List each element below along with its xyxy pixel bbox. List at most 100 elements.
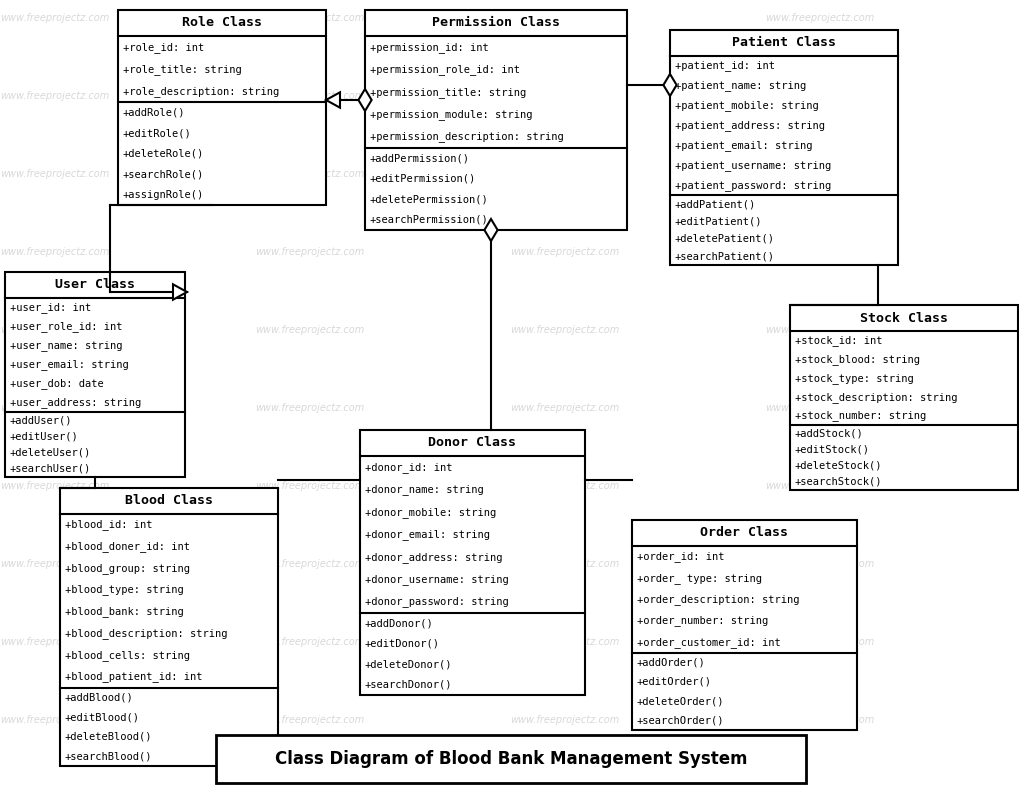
Text: +donor_email: string: +donor_email: string — [365, 529, 489, 540]
Text: www.freeprojectz.com: www.freeprojectz.com — [764, 247, 873, 257]
Text: +user_email: string: +user_email: string — [10, 359, 128, 370]
Text: +role_id: int: +role_id: int — [123, 42, 204, 52]
Text: www.freeprojectz.com: www.freeprojectz.com — [0, 715, 109, 725]
Text: +order_ type: string: +order_ type: string — [637, 573, 761, 584]
Text: www.freeprojectz.com: www.freeprojectz.com — [764, 481, 873, 491]
Text: +permission_id: int: +permission_id: int — [370, 42, 488, 53]
Text: www.freeprojectz.com: www.freeprojectz.com — [255, 247, 364, 257]
Text: www.freeprojectz.com: www.freeprojectz.com — [255, 715, 364, 725]
Polygon shape — [358, 89, 371, 111]
Text: www.freeprojectz.com: www.freeprojectz.com — [510, 559, 619, 569]
Text: +editRole(): +editRole() — [123, 128, 192, 139]
Polygon shape — [484, 219, 497, 241]
Text: +blood_patient_id: int: +blood_patient_id: int — [65, 672, 203, 683]
Text: +stock_number: string: +stock_number: string — [794, 410, 925, 421]
Bar — [632, 520, 856, 730]
Text: +donor_username: string: +donor_username: string — [365, 574, 508, 585]
Text: +permission_description: string: +permission_description: string — [370, 131, 564, 143]
Text: +order_number: string: +order_number: string — [637, 615, 767, 626]
Text: +deleteUser(): +deleteUser() — [10, 447, 91, 458]
Bar — [5, 272, 184, 477]
Text: +blood_bank: string: +blood_bank: string — [65, 607, 183, 617]
Text: www.freeprojectz.com: www.freeprojectz.com — [510, 91, 619, 101]
Text: +donor_name: string: +donor_name: string — [365, 484, 483, 495]
Bar — [60, 488, 278, 766]
Text: Role Class: Role Class — [181, 17, 262, 29]
Text: www.freeprojectz.com: www.freeprojectz.com — [510, 715, 619, 725]
Polygon shape — [326, 93, 339, 108]
Text: +addDonor(): +addDonor() — [365, 619, 433, 628]
Text: +addOrder(): +addOrder() — [637, 657, 705, 668]
Text: www.freeprojectz.com: www.freeprojectz.com — [0, 637, 109, 647]
Text: +order_description: string: +order_description: string — [637, 594, 799, 605]
Text: +patient_username: string: +patient_username: string — [675, 160, 830, 171]
Text: +blood_cells: string: +blood_cells: string — [65, 649, 190, 661]
Bar — [669, 30, 897, 265]
Text: +addPermission(): +addPermission() — [370, 154, 470, 163]
Text: www.freeprojectz.com: www.freeprojectz.com — [764, 637, 873, 647]
Text: +searchRole(): +searchRole() — [123, 169, 204, 179]
Text: +deletePermission(): +deletePermission() — [370, 194, 488, 204]
Text: +permission_role_id: int: +permission_role_id: int — [370, 64, 520, 75]
Text: www.freeprojectz.com: www.freeprojectz.com — [764, 559, 873, 569]
Text: Blood Class: Blood Class — [125, 494, 213, 508]
Bar — [118, 10, 326, 205]
Text: +donor_address: string: +donor_address: string — [365, 551, 502, 562]
Text: +blood_id: int: +blood_id: int — [65, 520, 153, 531]
Text: +role_title: string: +role_title: string — [123, 64, 242, 74]
Text: +deletePatient(): +deletePatient() — [675, 234, 774, 244]
Text: +user_dob: date: +user_dob: date — [10, 378, 104, 389]
Text: +user_address: string: +user_address: string — [10, 397, 141, 408]
Text: www.freeprojectz.com: www.freeprojectz.com — [510, 13, 619, 23]
Text: +editBlood(): +editBlood() — [65, 712, 140, 722]
Text: www.freeprojectz.com: www.freeprojectz.com — [0, 91, 109, 101]
Text: +addBlood(): +addBlood() — [65, 692, 133, 703]
Text: +user_name: string: +user_name: string — [10, 340, 122, 351]
Text: +searchPatient(): +searchPatient() — [675, 251, 774, 261]
Text: www.freeprojectz.com: www.freeprojectz.com — [255, 169, 364, 179]
Text: +order_customer_id: int: +order_customer_id: int — [637, 637, 780, 648]
Text: +permission_module: string: +permission_module: string — [370, 109, 532, 120]
Polygon shape — [662, 74, 676, 96]
Text: www.freeprojectz.com: www.freeprojectz.com — [255, 637, 364, 647]
Text: +stock_description: string: +stock_description: string — [794, 391, 957, 402]
Text: +editStock(): +editStock() — [794, 444, 869, 455]
Text: +blood_group: string: +blood_group: string — [65, 563, 190, 573]
Bar — [360, 430, 585, 695]
Text: www.freeprojectz.com: www.freeprojectz.com — [0, 13, 109, 23]
Text: +assignRole(): +assignRole() — [123, 190, 204, 200]
Text: +deleteDonor(): +deleteDonor() — [365, 659, 452, 669]
Text: +editDonor(): +editDonor() — [365, 639, 439, 649]
Text: Stock Class: Stock Class — [859, 311, 947, 325]
Text: Donor Class: Donor Class — [428, 436, 516, 450]
Text: +searchPermission(): +searchPermission() — [370, 215, 488, 225]
Text: Class Diagram of Blood Bank Management System: Class Diagram of Blood Bank Management S… — [274, 750, 747, 768]
Text: +stock_type: string: +stock_type: string — [794, 373, 913, 383]
Bar — [216, 735, 805, 783]
Bar — [790, 305, 1017, 490]
Text: www.freeprojectz.com: www.freeprojectz.com — [255, 325, 364, 335]
Text: +patient_password: string: +patient_password: string — [675, 180, 830, 191]
Text: www.freeprojectz.com: www.freeprojectz.com — [510, 169, 619, 179]
Text: +blood_description: string: +blood_description: string — [65, 628, 227, 639]
Text: www.freeprojectz.com: www.freeprojectz.com — [764, 13, 873, 23]
Text: www.freeprojectz.com: www.freeprojectz.com — [510, 481, 619, 491]
Text: www.freeprojectz.com: www.freeprojectz.com — [764, 325, 873, 335]
Text: +user_role_id: int: +user_role_id: int — [10, 321, 122, 332]
Text: +editOrder(): +editOrder() — [637, 677, 711, 687]
Text: +editUser(): +editUser() — [10, 432, 78, 441]
Text: +user_id: int: +user_id: int — [10, 302, 91, 313]
Text: +editPatient(): +editPatient() — [675, 216, 762, 227]
Text: +patient_email: string: +patient_email: string — [675, 140, 812, 151]
Text: +addRole(): +addRole() — [123, 108, 185, 118]
Text: +searchUser(): +searchUser() — [10, 464, 91, 474]
Text: www.freeprojectz.com: www.freeprojectz.com — [0, 481, 109, 491]
Text: www.freeprojectz.com: www.freeprojectz.com — [510, 325, 619, 335]
Text: +patient_mobile: string: +patient_mobile: string — [675, 101, 818, 111]
Text: +patient_name: string: +patient_name: string — [675, 81, 805, 91]
Text: Order Class: Order Class — [700, 527, 788, 539]
Text: www.freeprojectz.com: www.freeprojectz.com — [764, 715, 873, 725]
Text: www.freeprojectz.com: www.freeprojectz.com — [255, 559, 364, 569]
Text: +blood_type: string: +blood_type: string — [65, 584, 183, 596]
Text: Patient Class: Patient Class — [732, 36, 836, 49]
